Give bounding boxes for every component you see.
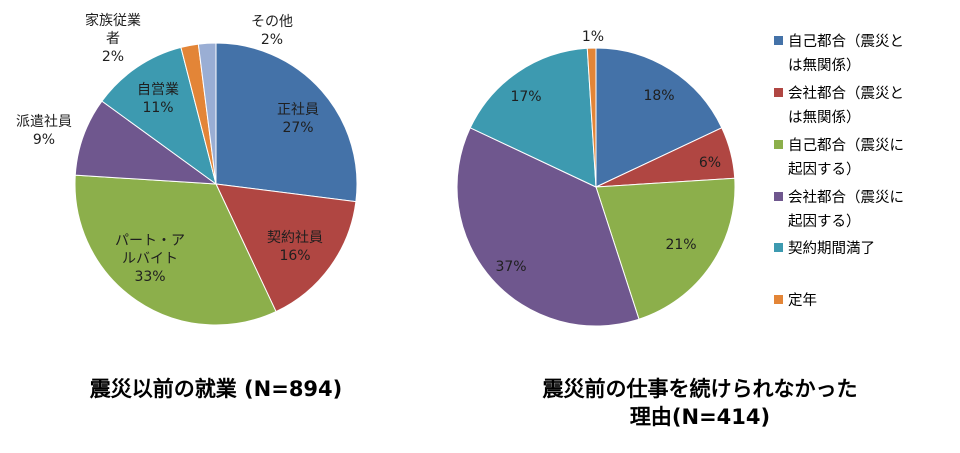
legend-swatch xyxy=(774,88,783,97)
legend-label: は無関係） xyxy=(788,57,861,74)
pie-slice xyxy=(586,47,597,188)
slice-value-label: 21% xyxy=(665,237,696,253)
slice-category-label: 派遣社員 xyxy=(16,114,72,130)
pie-slice xyxy=(215,183,357,313)
pie-slice xyxy=(456,127,640,327)
slice-value-label: 18% xyxy=(643,88,674,104)
slice-value-label: 2% xyxy=(261,32,283,48)
legend-label: 起因する） xyxy=(788,161,861,178)
legend-label: 自己都合（震災と xyxy=(788,33,904,50)
slice-category-label: 者 xyxy=(106,31,120,47)
slice-value-label: 17% xyxy=(510,89,541,105)
slice-category-label: 家族従業 xyxy=(85,12,141,29)
legend-label: 契約期間満了 xyxy=(788,240,875,257)
slice-category-label: 正社員 xyxy=(277,102,319,118)
legend-label: 自己都合（震災に xyxy=(788,137,904,154)
slice-category-label: ルバイト xyxy=(122,251,178,267)
slice-value-label: 33% xyxy=(134,269,165,285)
pie-slice xyxy=(74,100,218,185)
legend-swatch xyxy=(774,295,783,304)
slice-value-label: 11% xyxy=(142,100,173,116)
legend-swatch xyxy=(774,192,783,201)
slice-value-label: 16% xyxy=(279,248,310,264)
slice-category-label: パート・ア xyxy=(115,233,185,249)
slice-value-label: 6% xyxy=(699,155,721,171)
pie-slice xyxy=(595,177,736,320)
legend-swatch xyxy=(774,36,783,45)
slice-value-label: 9% xyxy=(33,132,55,148)
legend-swatch xyxy=(774,140,783,149)
pie-chart-reasons-could-not-continue: 18% 6% 21% 37% 17% 1% xyxy=(456,29,736,327)
pie-slice xyxy=(74,174,277,326)
legend-label: 会社都合（震災に xyxy=(788,189,904,206)
slice-value-label: 1% xyxy=(582,29,604,45)
legend-label: 起因する） xyxy=(788,213,861,230)
slice-value-label: 2% xyxy=(102,49,124,65)
slice-value-label: 37% xyxy=(495,259,526,275)
pie-slice xyxy=(215,42,358,203)
legend-swatch xyxy=(774,243,783,252)
legend-label: 会社都合（震災と xyxy=(788,85,904,102)
pie-chart-1-title: 震災以前の就業 (N=894) xyxy=(90,377,343,401)
pie-slice xyxy=(197,42,217,185)
pie-slice xyxy=(101,46,217,186)
pie-slice xyxy=(595,47,723,188)
slice-category-label: 契約社員 xyxy=(267,230,323,246)
slice-category-label: 自営業 xyxy=(137,82,179,98)
slice-category-label: その他 xyxy=(251,14,293,30)
legend-label: は無関係） xyxy=(788,109,861,126)
slice-value-label: 27% xyxy=(282,120,313,136)
pie-chart-2-title-line-1: 震災前の仕事を続けられなかった xyxy=(543,377,858,401)
legend-label: 定年 xyxy=(788,292,817,309)
pie-slice xyxy=(469,47,597,188)
pie-chart-2-title-line-2: 理由(N=414) xyxy=(630,405,770,429)
